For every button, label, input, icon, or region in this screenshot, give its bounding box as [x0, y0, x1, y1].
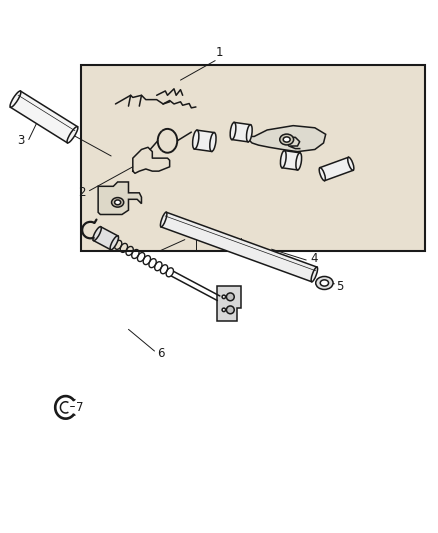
Ellipse shape	[209, 133, 215, 151]
Ellipse shape	[110, 236, 118, 250]
Ellipse shape	[319, 280, 328, 286]
Polygon shape	[231, 123, 250, 142]
Text: 4: 4	[310, 252, 317, 265]
Ellipse shape	[226, 306, 234, 314]
Ellipse shape	[114, 200, 120, 205]
Polygon shape	[247, 126, 325, 151]
Polygon shape	[282, 151, 299, 170]
Ellipse shape	[347, 157, 353, 171]
Polygon shape	[11, 91, 78, 143]
Ellipse shape	[222, 295, 225, 298]
Text: 1: 1	[215, 46, 223, 59]
Text: 5: 5	[336, 279, 343, 293]
Ellipse shape	[192, 130, 198, 149]
Ellipse shape	[111, 198, 124, 207]
Text: 2: 2	[78, 187, 85, 199]
Polygon shape	[217, 286, 240, 321]
Ellipse shape	[283, 137, 290, 142]
Text: 3: 3	[17, 134, 25, 147]
Ellipse shape	[279, 134, 293, 145]
Ellipse shape	[230, 123, 235, 140]
Ellipse shape	[311, 267, 317, 282]
Ellipse shape	[222, 308, 225, 312]
Text: 7: 7	[76, 401, 84, 414]
Ellipse shape	[295, 153, 301, 170]
Ellipse shape	[67, 126, 78, 143]
Polygon shape	[319, 157, 352, 181]
Ellipse shape	[318, 167, 325, 181]
Ellipse shape	[315, 277, 332, 289]
Ellipse shape	[93, 227, 101, 240]
Ellipse shape	[10, 91, 21, 107]
Polygon shape	[194, 130, 214, 151]
Ellipse shape	[280, 151, 286, 168]
FancyBboxPatch shape	[81, 65, 424, 252]
Polygon shape	[98, 182, 141, 214]
Ellipse shape	[246, 125, 251, 142]
Ellipse shape	[226, 293, 234, 301]
Polygon shape	[93, 227, 118, 249]
Polygon shape	[161, 212, 316, 282]
Text: 6: 6	[156, 346, 164, 360]
Ellipse shape	[160, 212, 166, 227]
